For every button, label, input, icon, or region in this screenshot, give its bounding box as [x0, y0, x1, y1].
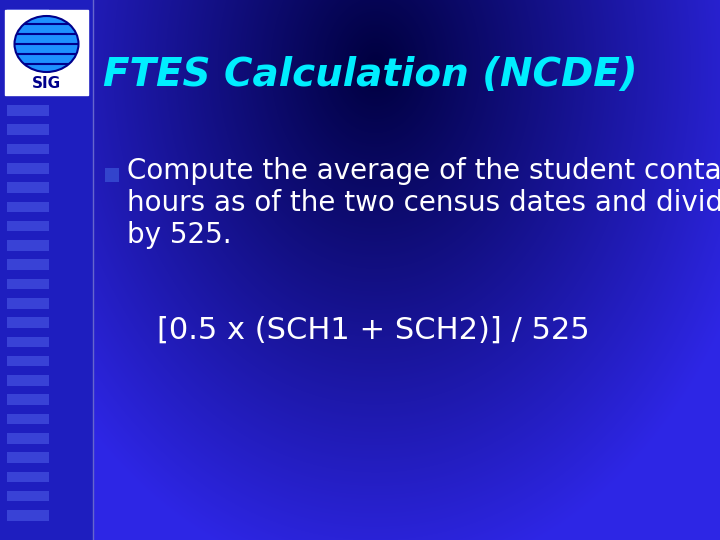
Bar	[7, 491, 49, 502]
Text: FTES Calculation (NCDE): FTES Calculation (NCDE)	[103, 56, 637, 94]
Ellipse shape	[14, 16, 78, 72]
Bar	[7, 336, 49, 347]
Text: [0.5 x (SCH1 + SCH2)] / 525: [0.5 x (SCH1 + SCH2)] / 525	[157, 315, 590, 345]
Bar	[105, 168, 119, 182]
Bar	[7, 259, 49, 270]
Bar	[7, 47, 49, 58]
Bar	[7, 9, 49, 19]
Bar	[7, 144, 49, 154]
Bar	[7, 471, 49, 482]
Bar	[7, 298, 49, 308]
Bar	[7, 394, 49, 405]
Bar	[7, 375, 49, 386]
Bar	[7, 66, 49, 77]
Text: hours as of the two census dates and divide: hours as of the two census dates and div…	[127, 189, 720, 217]
Bar	[7, 414, 49, 424]
Text: SIG: SIG	[32, 77, 61, 91]
Bar	[7, 510, 49, 521]
Bar	[7, 183, 49, 193]
Bar	[5, 10, 88, 95]
Bar	[7, 433, 49, 443]
Bar	[7, 356, 49, 367]
Bar	[7, 317, 49, 328]
Bar	[7, 240, 49, 251]
Bar	[7, 105, 49, 116]
Bar	[7, 28, 49, 38]
Bar	[7, 279, 49, 289]
Text: Compute the average of the student contact: Compute the average of the student conta…	[127, 157, 720, 185]
Bar	[7, 163, 49, 173]
Bar	[7, 201, 49, 212]
Bar	[7, 452, 49, 463]
Bar	[7, 86, 49, 97]
Text: by 525.: by 525.	[127, 221, 232, 249]
Bar	[7, 124, 49, 135]
Bar	[7, 221, 49, 232]
